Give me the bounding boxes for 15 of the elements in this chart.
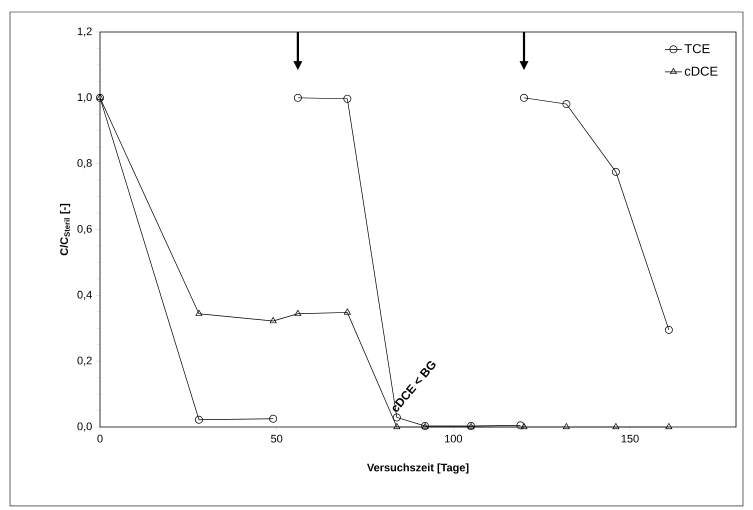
x-tick-label: 0: [97, 434, 103, 443]
y-tick-label: 0,8: [77, 159, 92, 168]
y-tick-label: 0,2: [77, 356, 92, 366]
y-tick-label: 0,4: [77, 290, 92, 300]
x-axis-title: Versuchszeit [Tage]: [367, 463, 468, 474]
x-tick-label: 150: [622, 434, 639, 443]
y-tick-label: 1,0: [78, 93, 92, 102]
legend-label: TCE: [684, 44, 710, 54]
y-tick-label: 1,2: [78, 27, 92, 37]
y-axis-title: C/C$_{Steril}$ [-]: [60, 204, 70, 256]
x-tick-label: 50: [271, 434, 282, 443]
legend-label: cDCE: [684, 66, 718, 76]
y-tick-label: 0,0: [77, 422, 92, 432]
x-tick-label: 100: [445, 434, 462, 443]
y-tick-label: 0,6: [77, 224, 92, 234]
